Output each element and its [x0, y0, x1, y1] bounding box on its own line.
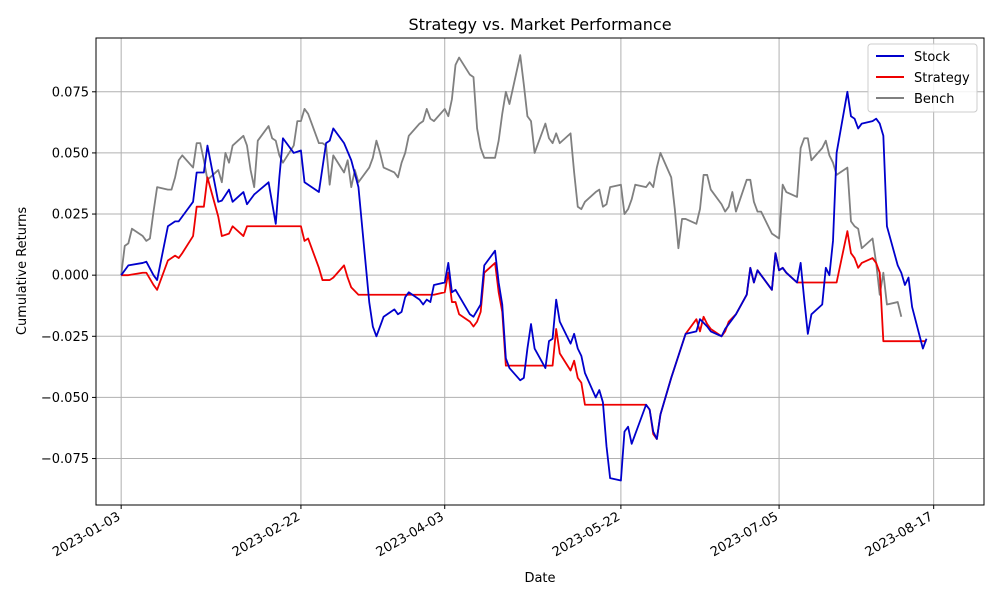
x-tick-label: 2023-01-03	[50, 509, 123, 560]
x-axis-title: Date	[524, 571, 555, 586]
x-tick-label: 2023-02-22	[230, 509, 303, 560]
y-tick-label: 0.025	[52, 208, 89, 223]
y-tick-label: −0.025	[41, 330, 89, 345]
legend: Stock Strategy Bench	[867, 43, 978, 113]
x-tick-label: 2023-08-17	[863, 509, 936, 560]
y-axis-title: Cumulative Returns	[15, 207, 30, 335]
legend-label-stock: Stock	[914, 50, 950, 65]
grid	[96, 38, 984, 505]
series-line-bench	[120, 54, 903, 317]
y-tick-label: 0.050	[52, 146, 89, 161]
y-tick-label: −0.075	[41, 452, 89, 467]
x-axis: 2023-01-03 2023-02-22 2023-04-03 2023-05-22…	[50, 505, 936, 560]
x-tick-label: 2023-04-03	[374, 509, 447, 560]
series-line-stock	[120, 90, 928, 482]
y-tick-label: 0.075	[52, 85, 89, 100]
legend-label-strategy: Strategy	[914, 71, 970, 86]
y-tick-label: −0.050	[41, 391, 89, 406]
legend-label-bench: Bench	[914, 92, 955, 107]
chart-title: Strategy vs. Market Performance	[408, 15, 671, 34]
series-lines	[120, 54, 928, 482]
y-axis: −0.075 −0.050 −0.025 0.000 0.025 0.050 0.075	[41, 85, 96, 467]
plot-frame	[95, 37, 985, 506]
x-tick-label: 2023-07-05	[708, 509, 781, 560]
y-tick-label: 0.000	[52, 269, 89, 284]
x-tick-label: 2023-05-22	[550, 509, 623, 560]
legend-box	[867, 43, 978, 113]
